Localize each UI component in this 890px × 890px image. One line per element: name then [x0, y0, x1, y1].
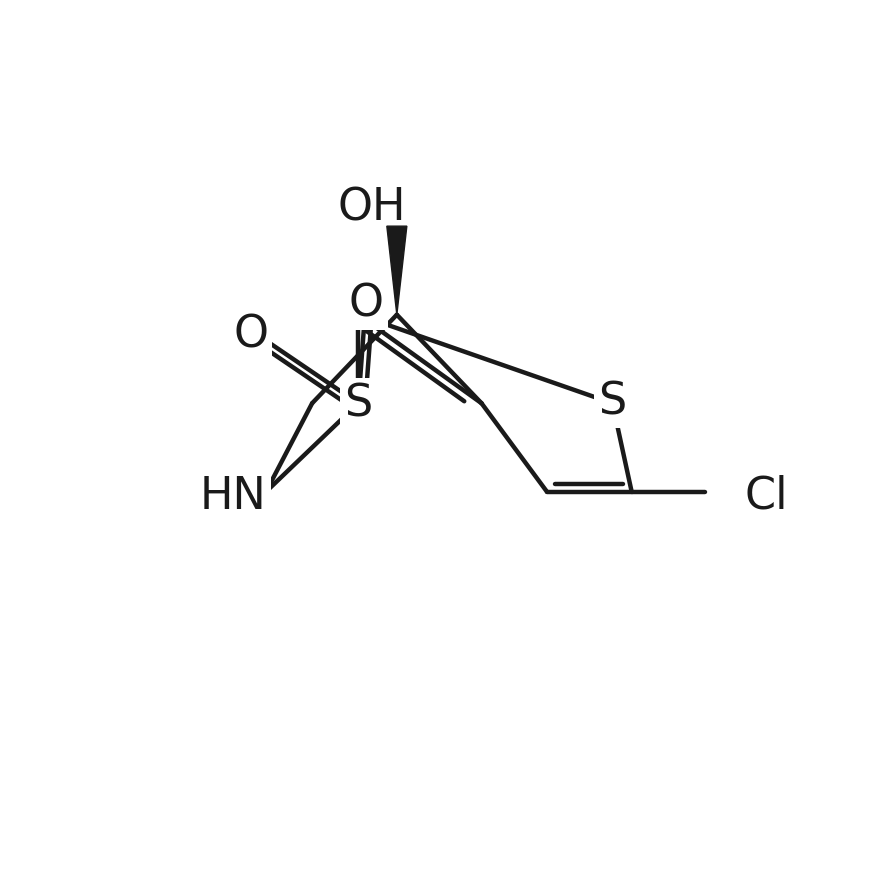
- Polygon shape: [387, 226, 407, 315]
- Text: Cl: Cl: [745, 474, 789, 518]
- Text: S: S: [344, 383, 372, 425]
- Text: O: O: [349, 282, 384, 326]
- Text: O: O: [233, 313, 268, 356]
- Text: OH: OH: [337, 186, 406, 229]
- Text: HN: HN: [199, 474, 266, 518]
- Text: S: S: [598, 381, 627, 424]
